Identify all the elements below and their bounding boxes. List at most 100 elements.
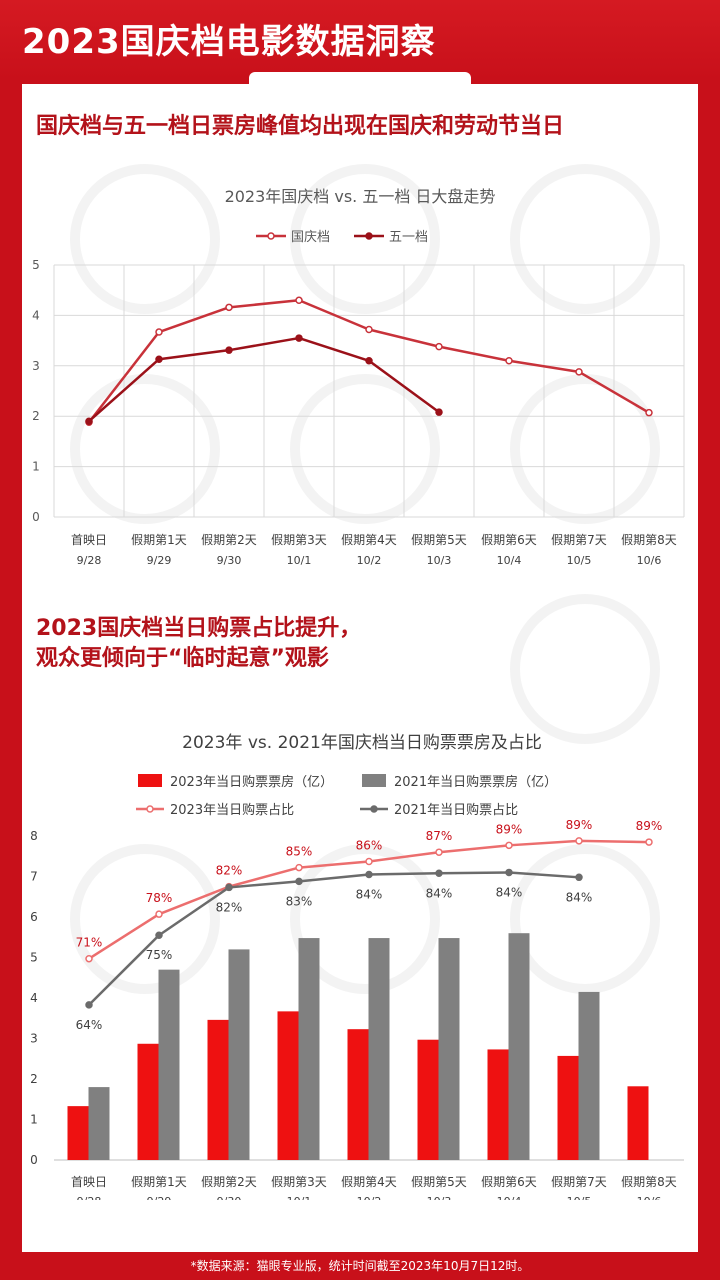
- x-tick-label: 假期第4天: [341, 1175, 397, 1189]
- y-tick-label: 5: [32, 258, 40, 272]
- legend-line-label-0: 2023年当日购票占比: [170, 802, 294, 818]
- bar-0: [417, 1039, 439, 1160]
- bar-0: [207, 1019, 229, 1160]
- y-tick-label: 2: [32, 409, 40, 423]
- footer-note: *数据来源：猫眼专业版，统计时间截至2023年10月7日12时。: [190, 1259, 530, 1273]
- x-tick-label: 假期第7天: [551, 1175, 607, 1189]
- bar-1: [578, 991, 600, 1160]
- ratio-point-1: [575, 873, 583, 882]
- x-date-label: 10/1: [287, 554, 312, 567]
- ratio-point-1: [225, 883, 233, 892]
- legend-bar-label-1: 2021年当日购票票房（亿）: [394, 774, 557, 790]
- data-point-0: [435, 342, 443, 351]
- ratio-point-0: [365, 857, 373, 866]
- bar-1: [88, 1087, 110, 1160]
- y-tick-label: 0: [32, 510, 40, 524]
- ratio-point-1: [505, 868, 513, 877]
- ratio-label-1: 84%: [566, 890, 593, 904]
- y-tick-label: 2: [30, 1072, 38, 1086]
- x-tick-label: 假期第6天: [481, 533, 537, 547]
- y-tick-label: 4: [32, 308, 40, 322]
- ratio-label-1: 75%: [146, 948, 173, 962]
- x-tick-label: 假期第2天: [201, 533, 257, 547]
- ratio-label-0: 89%: [636, 819, 663, 833]
- x-date-label: 10/4: [497, 554, 522, 567]
- section1-heading: 国庆档与五一档日票房峰值均出现在国庆和劳动节当日: [36, 114, 565, 139]
- x-date-label: 9/28: [77, 1195, 102, 1200]
- ratio-label-1: 84%: [356, 887, 383, 901]
- legend-line-label-1: 2021年当日购票占比: [394, 802, 518, 818]
- x-tick-label: 假期第1天: [131, 1175, 187, 1189]
- cat-watermark-icon: [510, 594, 660, 744]
- ratio-point-1: [365, 870, 373, 879]
- y-tick-label: 5: [30, 951, 38, 965]
- cat-watermark-icon: [290, 844, 440, 994]
- ratio-point-1: [85, 1001, 93, 1009]
- bar-1: [228, 949, 250, 1160]
- ratio-point-0: [155, 910, 163, 918]
- legend-line-marker-1: [370, 805, 378, 813]
- ratio-label-1: 83%: [286, 894, 313, 908]
- bar-0: [137, 1043, 159, 1160]
- data-point-1: [155, 355, 163, 363]
- ratio-label-1: 84%: [426, 886, 453, 900]
- x-date-label: 10/6: [637, 554, 662, 567]
- legend-bar-label-0: 2023年当日购票票房（亿）: [170, 774, 333, 790]
- x-tick-label: 假期第2天: [201, 1175, 257, 1189]
- ratio-label-0: 82%: [216, 864, 243, 878]
- x-tick-label: 假期第3天: [271, 1175, 327, 1189]
- y-tick-label: 6: [30, 910, 38, 924]
- x-date-label: 10/2: [357, 554, 382, 567]
- x-tick-label: 假期第6天: [481, 1175, 537, 1189]
- x-tick-label: 假期第3天: [271, 533, 327, 547]
- page-title: 2023国庆档电影数据洞察: [22, 22, 436, 62]
- data-point-0: [575, 368, 583, 376]
- x-date-label: 10/4: [497, 1195, 522, 1200]
- header-band: [0, 0, 720, 80]
- legend-bar-swatch-0: [138, 774, 162, 787]
- x-date-label: 9/29: [147, 554, 172, 567]
- ratio-point-0: [505, 841, 513, 850]
- legend-marker-1: [365, 232, 373, 240]
- section2-heading-line1: 2023国庆档当日购票占比提升，: [36, 616, 362, 641]
- ratio-point-1: [435, 869, 443, 878]
- chart1-title: 2023年国庆档 vs. 五一档 日大盘走势: [225, 187, 496, 206]
- data-point-1: [435, 408, 443, 416]
- x-tick-label: 首映日: [71, 533, 107, 547]
- x-date-label: 9/30: [217, 1195, 242, 1200]
- ratio-point-0: [645, 838, 653, 846]
- bar-1: [298, 938, 320, 1160]
- legend-line-marker-0: [146, 805, 154, 813]
- x-tick-label: 假期第5天: [411, 533, 467, 547]
- ratio-label-0: 86%: [356, 839, 383, 853]
- y-tick-label: 1: [30, 1113, 38, 1127]
- cat-watermark-icon: [70, 844, 220, 994]
- ratio-label-0: 78%: [146, 891, 173, 905]
- cat-watermark-icon: [510, 844, 660, 994]
- ratio-point-0: [575, 837, 583, 845]
- x-tick-label: 假期第8天: [621, 533, 677, 547]
- ratio-label-0: 89%: [566, 818, 593, 832]
- x-date-label: 9/30: [217, 554, 242, 567]
- legend-label-1: 五一档: [389, 230, 428, 245]
- bar-0: [347, 1029, 369, 1160]
- y-tick-label: 0: [30, 1153, 38, 1167]
- x-tick-label: 假期第5天: [411, 1175, 467, 1189]
- x-date-label: 10/6: [637, 1195, 662, 1200]
- bar-0: [487, 1049, 509, 1160]
- ratio-label-0: 89%: [496, 822, 523, 836]
- section2-heading-line2: 观众更倾向于“临时起意”观影: [36, 646, 329, 671]
- ratio-label-1: 64%: [76, 1018, 103, 1032]
- cat-watermark-icon: [290, 374, 440, 524]
- data-point-0: [295, 296, 303, 305]
- x-date-label: 10/3: [427, 554, 452, 567]
- x-date-label: 10/2: [357, 1195, 382, 1200]
- data-point-0: [645, 408, 653, 417]
- x-date-label: 9/28: [77, 554, 102, 567]
- x-date-label: 10/1: [287, 1195, 312, 1200]
- x-tick-label: 假期第1天: [131, 533, 187, 547]
- x-tick-label: 首映日: [71, 1175, 107, 1189]
- cat-watermark-icon: [510, 164, 660, 314]
- x-date-label: 10/5: [567, 554, 592, 567]
- x-tick-label: 假期第4天: [341, 533, 397, 547]
